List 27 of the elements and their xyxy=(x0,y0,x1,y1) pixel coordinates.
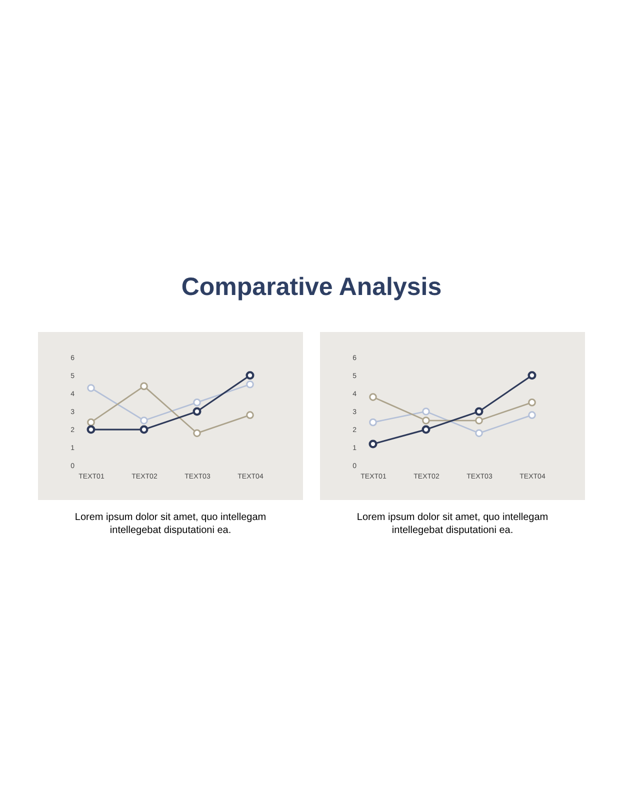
point xyxy=(475,416,483,424)
point xyxy=(87,418,95,426)
point xyxy=(192,407,202,416)
point xyxy=(140,416,148,424)
point xyxy=(528,411,536,420)
point xyxy=(246,371,254,380)
chart-title: Comparative Analysis xyxy=(181,273,442,301)
point xyxy=(369,418,377,426)
point xyxy=(140,382,148,390)
point xyxy=(368,440,378,448)
point xyxy=(528,398,536,406)
point xyxy=(246,411,254,420)
point xyxy=(193,398,201,406)
point xyxy=(422,425,430,434)
point xyxy=(528,371,536,380)
point xyxy=(422,416,430,424)
text: Lorem ipsum dolor sit amet, quo intellegam intellegebat disputationi ea. xyxy=(74,512,266,536)
point xyxy=(246,380,254,388)
text: Lorem ipsum dolor sit amet, quo intellegam intellegebat disputationi ea. xyxy=(356,512,548,536)
point xyxy=(87,384,95,392)
point xyxy=(475,429,483,438)
point xyxy=(369,393,377,401)
point xyxy=(422,408,430,416)
point xyxy=(86,425,96,434)
point xyxy=(140,425,148,434)
point xyxy=(474,407,484,416)
point xyxy=(193,429,201,438)
